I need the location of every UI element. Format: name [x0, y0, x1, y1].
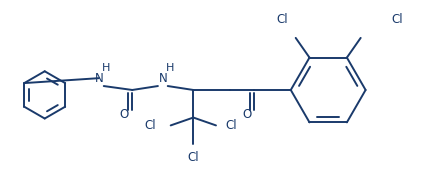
Text: O: O [243, 108, 252, 121]
Text: H: H [166, 63, 174, 73]
Text: Cl: Cl [144, 119, 156, 132]
Text: Cl: Cl [226, 119, 237, 132]
Text: N: N [94, 72, 103, 85]
Text: N: N [158, 72, 167, 85]
Text: H: H [102, 63, 110, 73]
Text: Cl: Cl [187, 151, 199, 164]
Text: O: O [120, 108, 129, 121]
Text: Cl: Cl [276, 13, 288, 26]
Text: Cl: Cl [391, 13, 403, 26]
